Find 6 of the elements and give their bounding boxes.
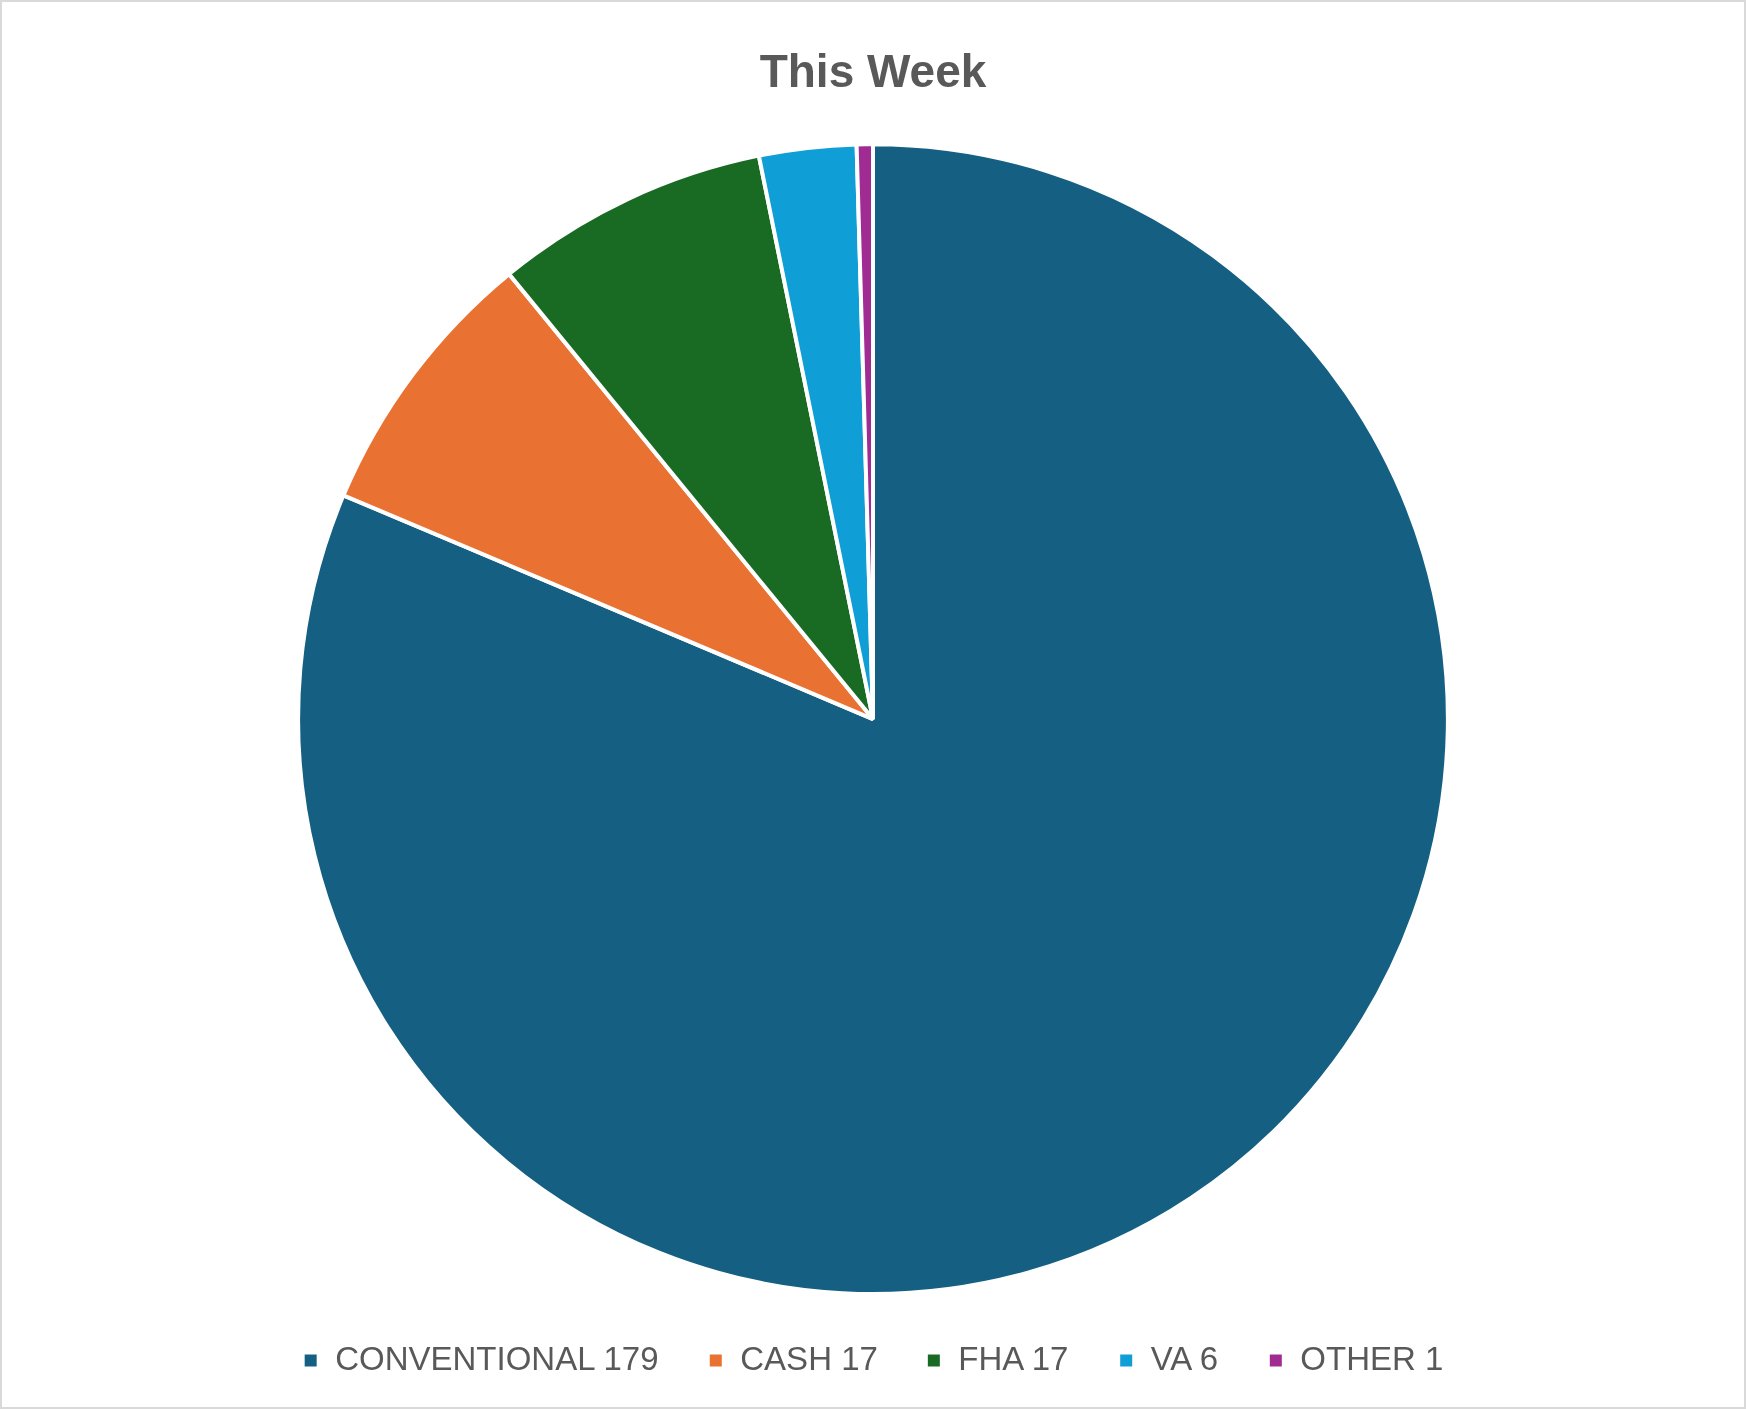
legend-label: VA 6 [1150, 1339, 1218, 1377]
chart-title: This Week [759, 45, 987, 98]
legend-label: OTHER 1 [1300, 1339, 1444, 1377]
legend-label: FHA 17 [958, 1339, 1069, 1377]
legend-label: CASH 17 [740, 1339, 878, 1377]
legend-label: CONVENTIONAL 179 [335, 1339, 659, 1377]
